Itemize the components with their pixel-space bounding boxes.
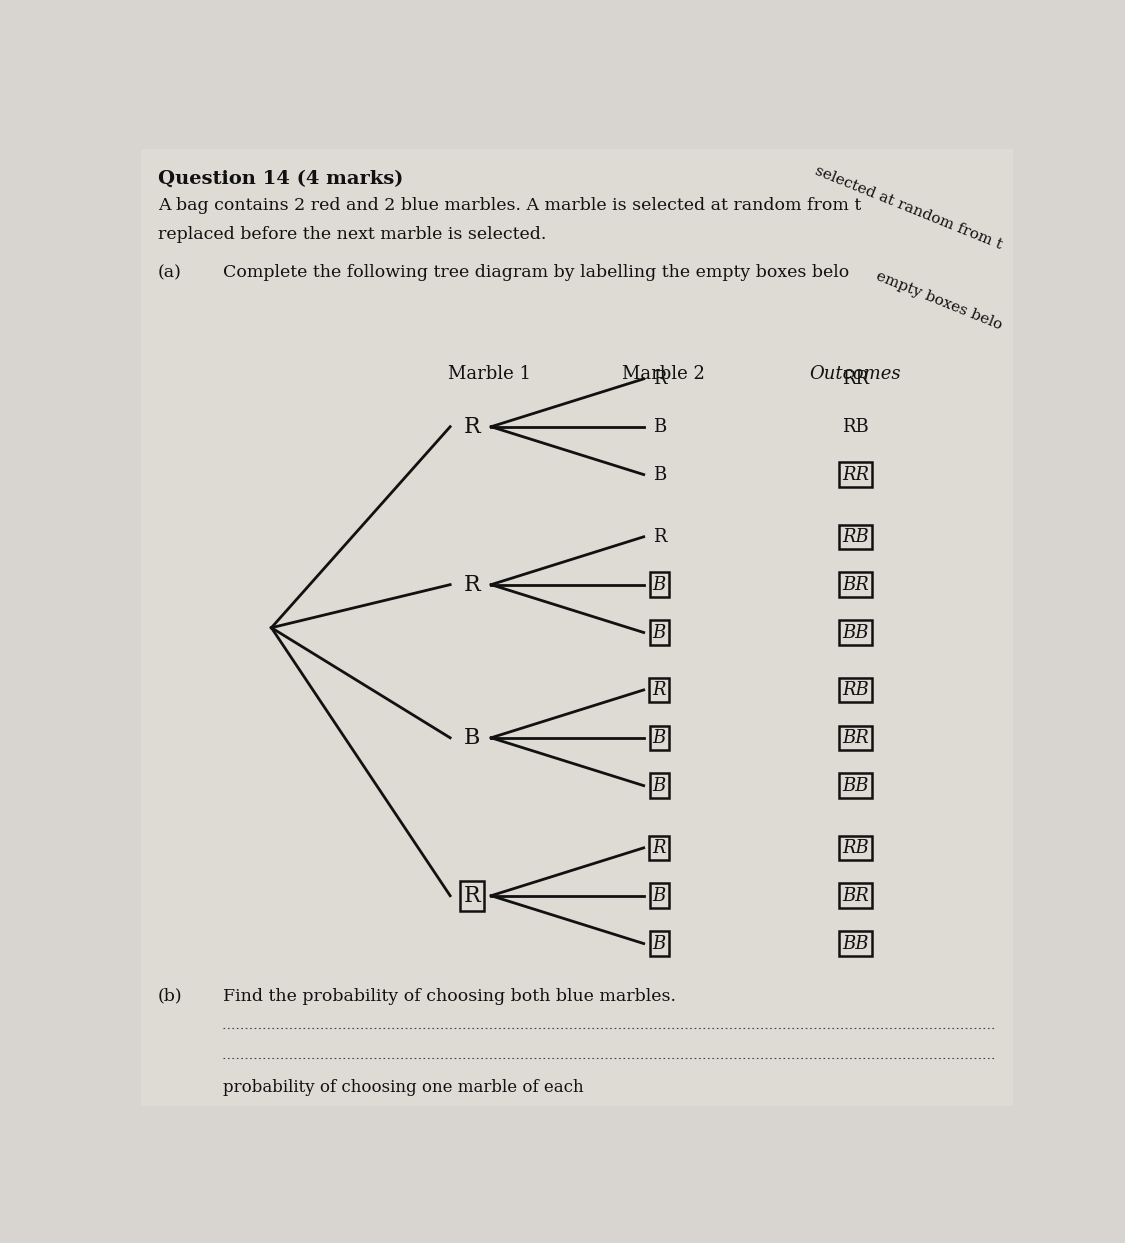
Text: R: R bbox=[464, 885, 480, 906]
Text: RB: RB bbox=[843, 418, 868, 436]
Text: Question 14 (4 marks): Question 14 (4 marks) bbox=[158, 170, 404, 188]
Text: Complete the following tree diagram by labelling the empty boxes belo: Complete the following tree diagram by l… bbox=[224, 264, 849, 281]
Text: RR: RR bbox=[842, 370, 870, 388]
Text: B: B bbox=[652, 418, 666, 436]
Text: B: B bbox=[464, 727, 480, 748]
Text: R: R bbox=[464, 415, 480, 438]
Text: R: R bbox=[652, 681, 666, 699]
Text: Find the probability of choosing both blue marbles.: Find the probability of choosing both bl… bbox=[224, 988, 676, 1004]
Text: BR: BR bbox=[843, 886, 868, 905]
Text: Outcomes: Outcomes bbox=[810, 365, 901, 383]
Text: A bag contains 2 red and 2 blue marbles. A marble is selected at random from t: A bag contains 2 red and 2 blue marbles.… bbox=[158, 198, 862, 214]
Text: Marble 1: Marble 1 bbox=[448, 365, 531, 383]
Text: B: B bbox=[652, 624, 666, 641]
Text: replaced before the next marble is selected.: replaced before the next marble is selec… bbox=[158, 226, 547, 242]
Text: BB: BB bbox=[843, 624, 868, 641]
Text: RB: RB bbox=[843, 528, 868, 546]
Text: (a): (a) bbox=[158, 264, 182, 281]
Text: B: B bbox=[652, 777, 666, 794]
Text: BR: BR bbox=[843, 576, 868, 594]
Text: Marble 2: Marble 2 bbox=[622, 365, 705, 383]
Text: R: R bbox=[652, 370, 666, 388]
Text: RR: RR bbox=[842, 466, 870, 484]
Text: empty boxes belo: empty boxes belo bbox=[874, 268, 1004, 332]
Text: B: B bbox=[652, 728, 666, 747]
Text: B: B bbox=[652, 576, 666, 594]
Text: R: R bbox=[652, 839, 666, 856]
Text: BR: BR bbox=[843, 728, 868, 747]
Text: RB: RB bbox=[843, 681, 868, 699]
Text: probability of choosing one marble of each: probability of choosing one marble of ea… bbox=[224, 1079, 584, 1095]
Text: B: B bbox=[652, 886, 666, 905]
Text: BB: BB bbox=[843, 777, 868, 794]
Text: R: R bbox=[652, 528, 666, 546]
Text: (b): (b) bbox=[158, 988, 182, 1004]
Text: B: B bbox=[652, 935, 666, 952]
Text: RB: RB bbox=[843, 839, 868, 856]
Text: selected at random from t: selected at random from t bbox=[812, 164, 1004, 251]
Text: B: B bbox=[652, 466, 666, 484]
Text: R: R bbox=[464, 574, 480, 595]
Text: BB: BB bbox=[843, 935, 868, 952]
